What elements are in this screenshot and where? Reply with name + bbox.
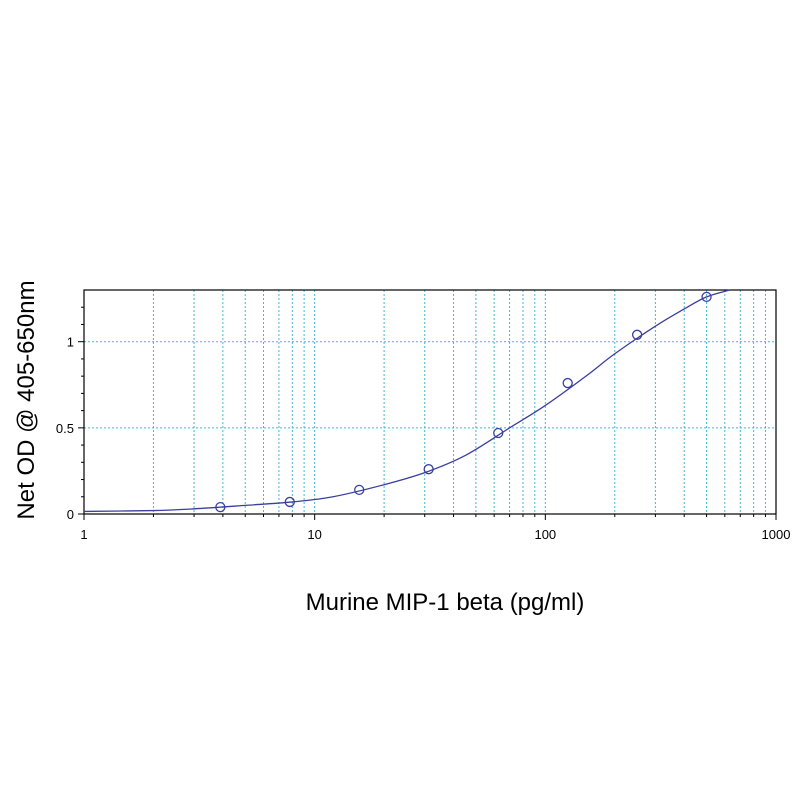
- data-points: [215, 291, 712, 513]
- y-tick-label: 0.5: [56, 421, 74, 436]
- y-tick-label: 0: [67, 507, 74, 522]
- y-axis-title: Net OD @ 405-650nm: [13, 280, 40, 519]
- data-point: [284, 496, 295, 508]
- data-point: [562, 377, 573, 389]
- grid: [84, 290, 776, 514]
- data-point: [701, 291, 712, 303]
- x-tick-label: 1: [80, 527, 87, 542]
- axis-ticks: 1 10 100 1000 0 0.5 1: [56, 306, 791, 542]
- data-point: [354, 484, 365, 496]
- x-axis-title: Murine MIP-1 beta (pg/ml): [306, 589, 585, 616]
- data-point: [493, 427, 504, 439]
- data-point: [423, 464, 434, 475]
- y-tick-label: 1: [67, 335, 74, 350]
- x-tick-label: 100: [534, 527, 556, 542]
- data-point: [631, 329, 643, 340]
- x-tick-label: 1000: [762, 527, 791, 542]
- x-tick-label: 10: [307, 527, 321, 542]
- data-point: [215, 501, 226, 513]
- fit-curve-layer: [83, 289, 730, 513]
- fit-curve: [83, 289, 730, 513]
- plot-frame: [83, 289, 777, 515]
